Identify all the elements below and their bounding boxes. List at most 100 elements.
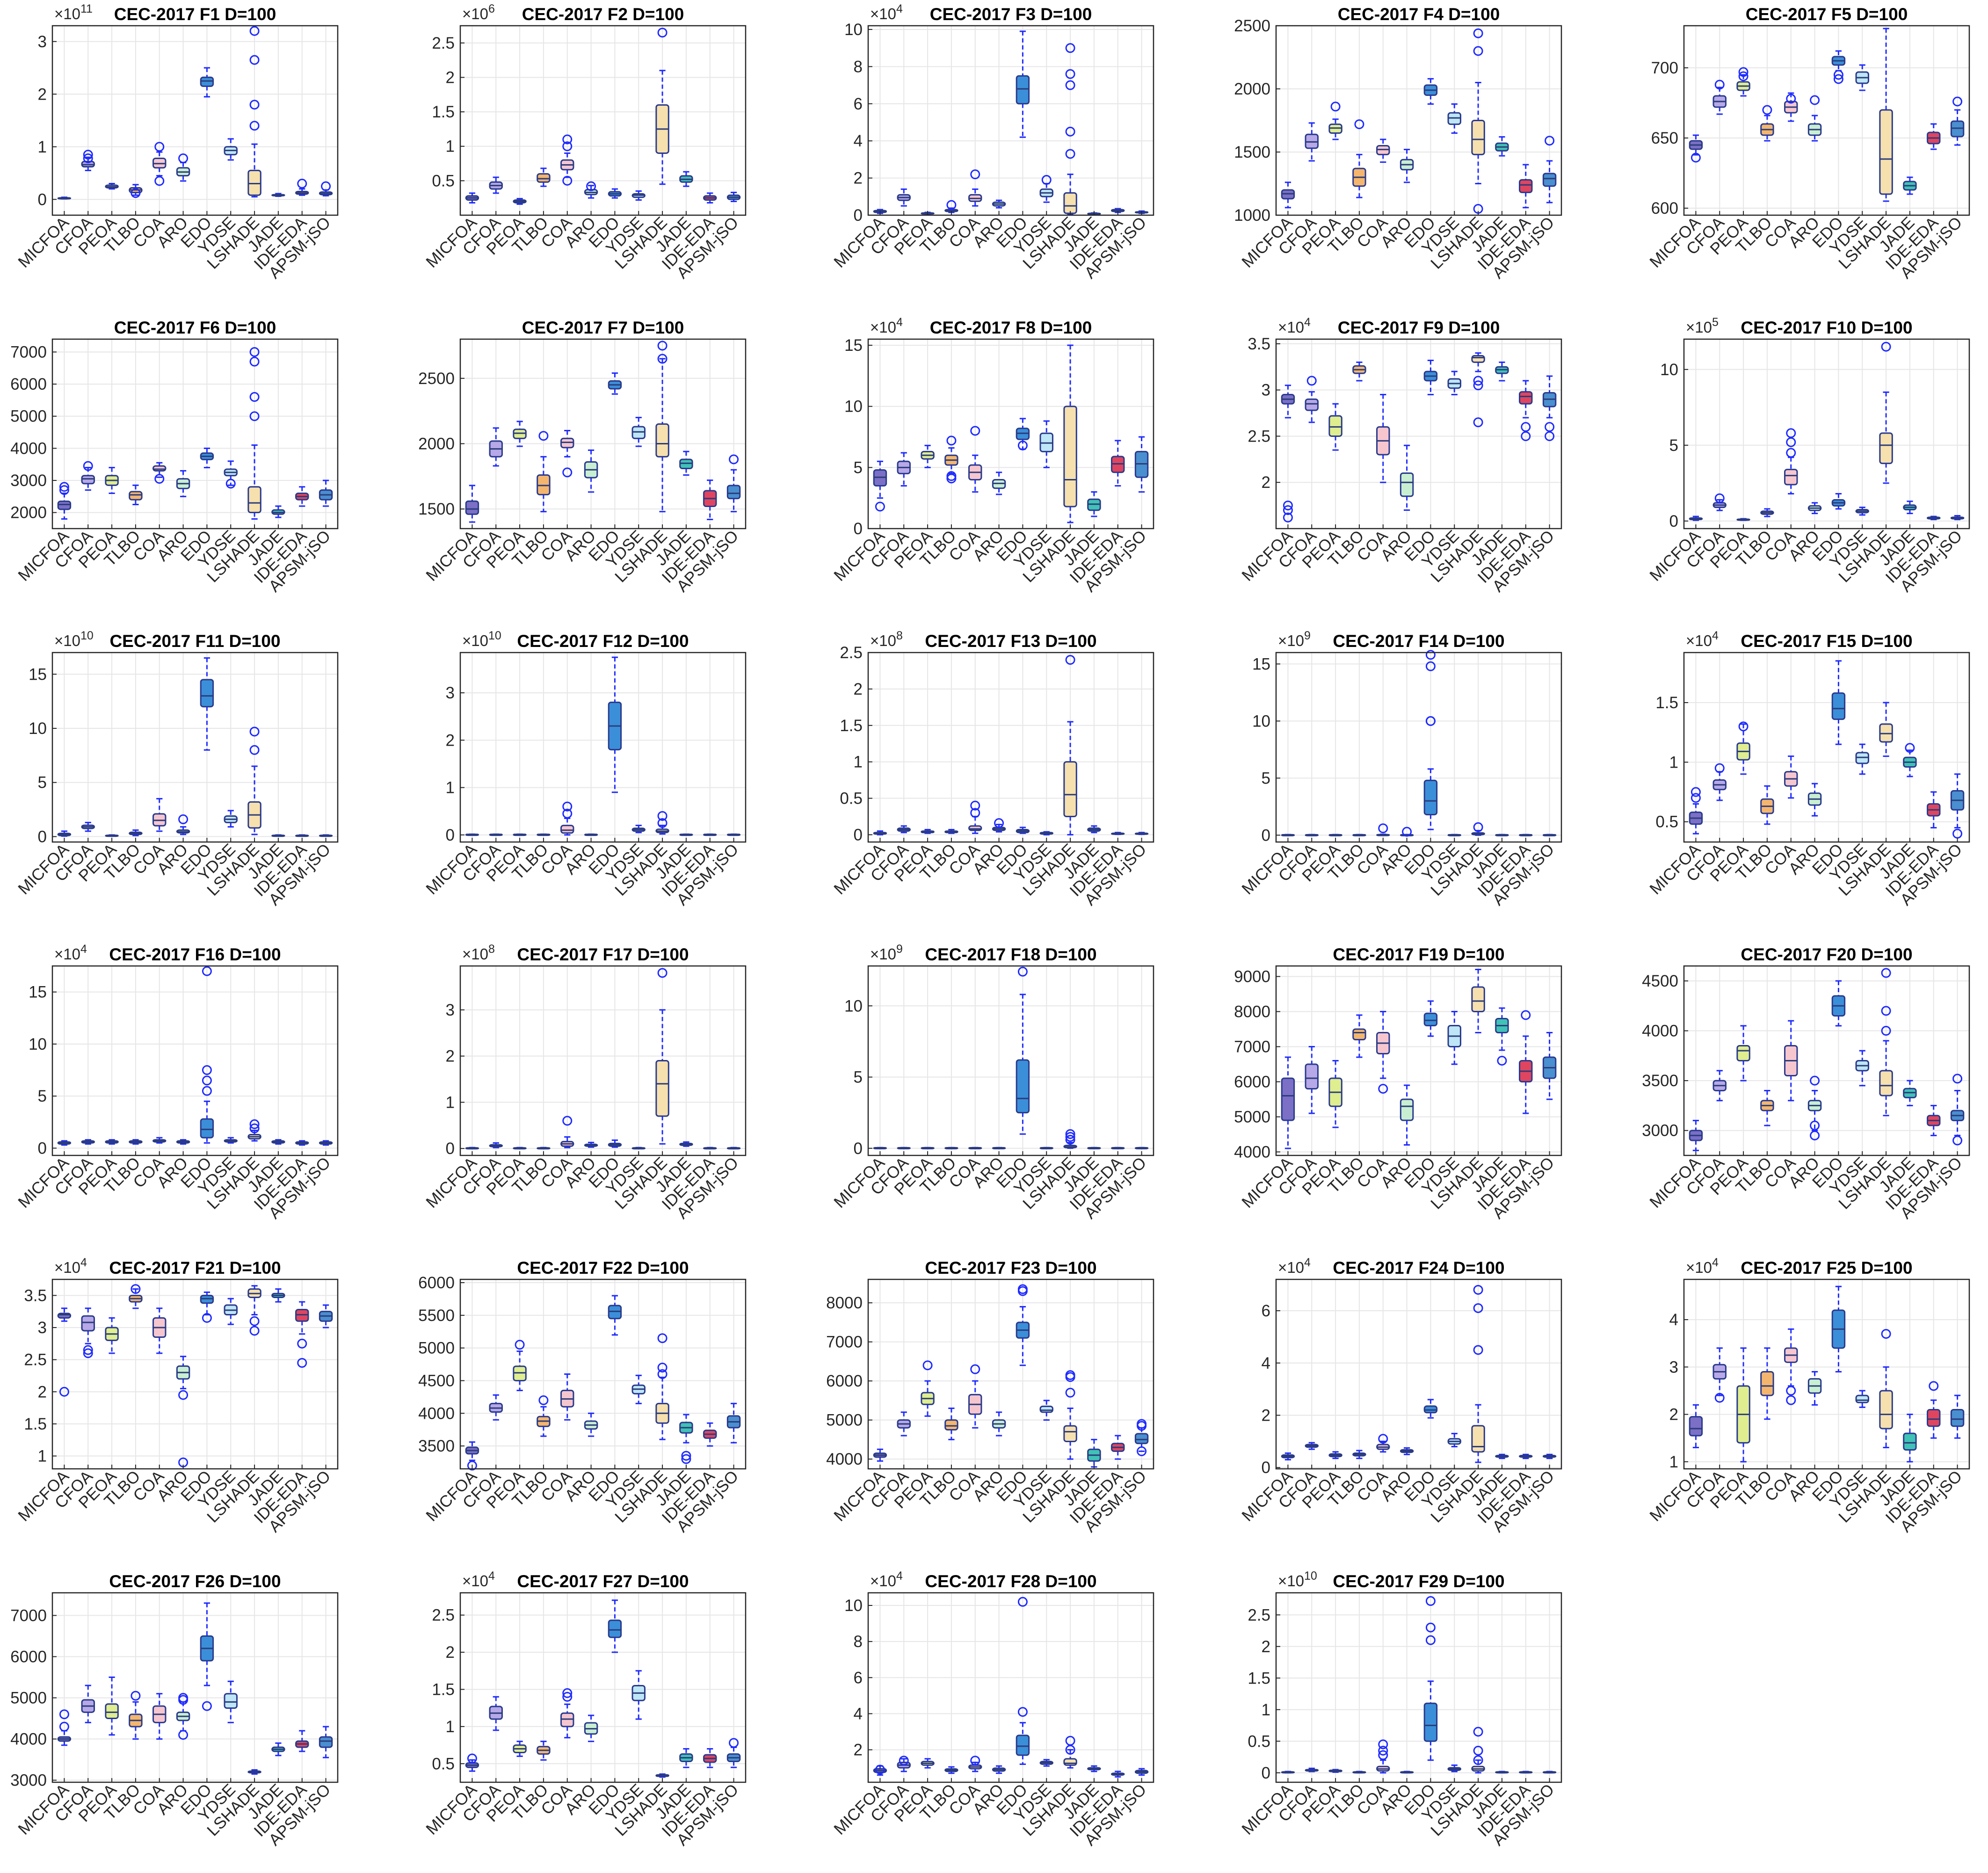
- box-apsm-jso: [1950, 96, 1965, 146]
- box-peoa: [921, 444, 935, 468]
- box-ydse: [631, 190, 646, 201]
- y-tick-label: 1: [446, 138, 455, 156]
- outlier-point: [729, 454, 739, 465]
- box-cfoa: [897, 188, 911, 207]
- box-lshade: [1063, 655, 1077, 835]
- outlier-point: [1065, 1129, 1075, 1139]
- box-micfoa: [465, 1753, 479, 1772]
- outlier-point: [1017, 1597, 1028, 1607]
- outlier-point: [562, 141, 573, 152]
- y-tick-label: 2: [1262, 1406, 1270, 1424]
- axes-frame: [459, 965, 747, 1156]
- box-ydse: [224, 138, 238, 161]
- box-apsm-jso: [1134, 832, 1149, 835]
- y-tick-label: 0.5: [1655, 813, 1678, 831]
- outlier-point: [297, 1358, 307, 1368]
- box-apsm-jso: [1542, 375, 1557, 441]
- y-tick-label: 2.5: [1248, 427, 1270, 445]
- box-micfoa: [873, 460, 887, 512]
- box-ydse: [1039, 1759, 1053, 1767]
- outlier-point: [131, 188, 141, 198]
- y-tick-label: 6000: [418, 1274, 455, 1292]
- outlier-point: [657, 1333, 668, 1343]
- box-iqr: [1519, 391, 1533, 405]
- box-edo: [1423, 1399, 1438, 1419]
- box-cfoa: [1305, 1046, 1319, 1114]
- box-peoa: [513, 1741, 527, 1757]
- y-tick-label: 4000: [1234, 1143, 1270, 1162]
- box-cfoa: [897, 452, 911, 487]
- outlier-point: [1378, 1739, 1388, 1750]
- box-coa: [1376, 394, 1390, 483]
- outlier-point: [249, 347, 260, 357]
- y-tick-label: 1.5: [1248, 1669, 1270, 1687]
- box-coa: [968, 1147, 982, 1150]
- outlier-point: [1714, 1393, 1725, 1403]
- chart-panel-26: 30004000500060007000MICFOACFOAPEOATLBOCO…: [10, 1572, 339, 1849]
- box-cfoa: [81, 150, 95, 171]
- outlier-point: [178, 153, 189, 163]
- y-tick-label: 5500: [418, 1307, 455, 1325]
- y-tick-label: 2: [854, 680, 863, 698]
- outlier-point: [1714, 763, 1725, 773]
- box-ydse: [1039, 831, 1053, 835]
- y-tick-label: 6: [854, 95, 863, 113]
- box-coa: [152, 798, 167, 832]
- plot-area: [1684, 1279, 1969, 1469]
- y-tick-label: 6000: [826, 1372, 863, 1390]
- outlier-point: [1378, 1434, 1388, 1444]
- box-tlbo: [129, 829, 143, 836]
- y-tick-label: 7000: [10, 343, 47, 361]
- box-iqr: [1471, 355, 1485, 363]
- chart-title: CEC-2017 F11 D=100: [109, 632, 280, 651]
- outlier-point: [1521, 1010, 1531, 1020]
- box-apsm-jso: [1542, 1771, 1557, 1774]
- box-iqr: [129, 491, 143, 501]
- box-coa: [560, 430, 574, 478]
- chart-title: CEC-2017 F6 D=100: [114, 318, 276, 337]
- outlier-point: [1065, 80, 1075, 90]
- y-tick-label: 9000: [1234, 968, 1270, 986]
- outlier-point: [1283, 501, 1293, 511]
- chart-panel-11: 051015MICFOACFOAPEOATLBOCOAAROEDOYDSELSH…: [15, 629, 339, 909]
- box-ydse: [1855, 1050, 1869, 1087]
- box-ydse: [224, 1298, 238, 1325]
- outlier-point: [1137, 1446, 1147, 1456]
- outlier-point: [59, 1709, 69, 1720]
- box-ide-eda: [703, 1147, 717, 1150]
- y-tick-label: 1: [1669, 753, 1678, 771]
- outlier-point: [1473, 1755, 1483, 1765]
- y-tick-label: 8: [854, 58, 863, 76]
- outlier-point: [1473, 1746, 1483, 1756]
- box-iqr: [1736, 1045, 1750, 1062]
- outlier-point: [657, 968, 668, 978]
- box-lshade: [655, 28, 669, 185]
- chart-panel-7: 150020002500MICFOACFOAPEOATLBOCOAAROEDOY…: [418, 318, 747, 595]
- box-apsm-jso: [1134, 1768, 1149, 1776]
- chart-panel-3: 0246810MICFOACFOAPEOATLBOCOAAROEDOYDSELS…: [830, 2, 1154, 282]
- box-aro: [176, 153, 190, 182]
- outlier-point: [249, 1119, 260, 1129]
- outlier-point: [1017, 440, 1028, 450]
- box-jade: [1495, 1771, 1509, 1774]
- box-jade: [1087, 825, 1101, 834]
- outlier-point: [249, 55, 260, 65]
- outlier-point: [657, 818, 668, 828]
- box-lshade: [655, 1333, 669, 1440]
- axes-frame: [1275, 965, 1562, 1156]
- outlier-point: [1881, 1006, 1891, 1016]
- y-tick-label: 0.5: [840, 790, 863, 808]
- box-edo: [200, 447, 214, 469]
- outlier-point: [515, 1340, 525, 1350]
- outlier-point: [1041, 175, 1052, 185]
- y-tick-label: 10: [29, 1035, 47, 1053]
- box-iqr: [1305, 1063, 1319, 1089]
- box-iqr: [1784, 469, 1798, 486]
- box-cfoa: [1305, 122, 1319, 162]
- box-lshade: [1471, 28, 1485, 214]
- box-jade: [679, 1141, 693, 1147]
- outlier-point: [1497, 1056, 1507, 1066]
- axes-frame: [867, 25, 1154, 216]
- axes-frame: [459, 652, 747, 843]
- box-peoa: [105, 467, 119, 494]
